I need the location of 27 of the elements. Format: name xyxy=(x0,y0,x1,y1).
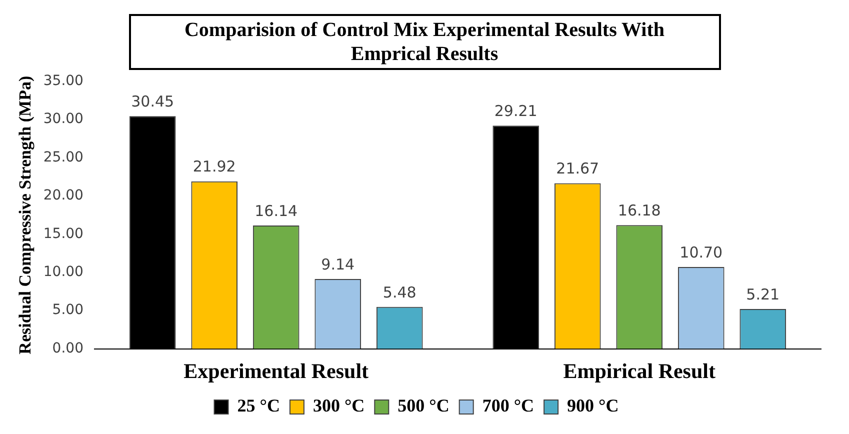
data-label: 30.45 xyxy=(131,92,174,111)
data-label: 16.18 xyxy=(618,202,661,220)
data-label: 5.48 xyxy=(382,283,416,302)
data-label: 10.70 xyxy=(680,243,723,262)
x-tick-label: Empirical Result xyxy=(563,358,716,383)
y-tick-label: 30.00 xyxy=(43,111,84,128)
data-label: 21.67 xyxy=(556,160,600,178)
legend-label: 300 °C xyxy=(312,396,365,416)
data-label: 29.21 xyxy=(494,102,538,120)
data-label: 21.92 xyxy=(192,158,236,176)
y-tick-label: 35.00 xyxy=(43,73,84,90)
data-label: 5.21 xyxy=(746,285,780,304)
y-tick-label: 20.00 xyxy=(43,188,84,204)
chart-title: Comparision of Control Mix Experimental Results With Emprical Results xyxy=(128,14,720,70)
data-label: 16.14 xyxy=(254,202,298,220)
y-tick-label: 25.00 xyxy=(43,149,84,166)
legend-label: 700 °C xyxy=(482,396,534,416)
y-axis-title: Residual Compressive Strength (MPa) xyxy=(16,76,35,354)
data-label: 9.14 xyxy=(321,255,355,274)
y-tick-label: 10.00 xyxy=(43,264,84,280)
y-tick-label: 15.00 xyxy=(43,226,84,242)
y-tick-label: 5.00 xyxy=(52,302,84,318)
legend-label: 900 °C xyxy=(567,396,619,416)
legend-label: 25 °C xyxy=(237,396,280,416)
legend-label: 500 °C xyxy=(398,396,450,416)
y-tick-label: 0.00 xyxy=(52,340,84,356)
x-tick-label: Experimental Result xyxy=(184,358,369,383)
